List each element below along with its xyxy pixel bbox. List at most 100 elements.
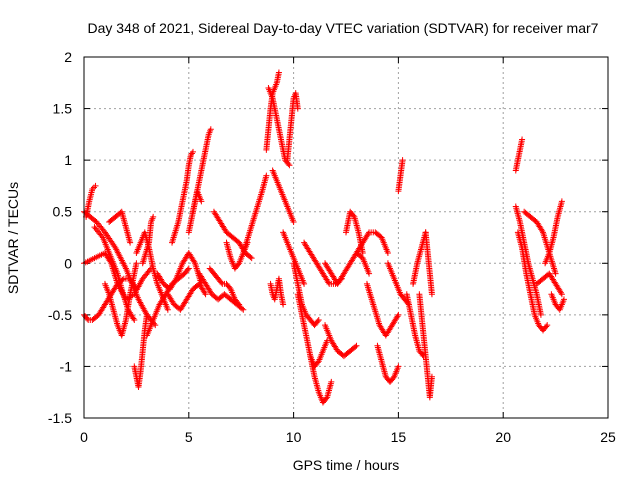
data-point xyxy=(172,277,179,284)
series-arc-27 xyxy=(280,229,308,287)
data-point xyxy=(314,318,321,325)
x-tick-label: 5 xyxy=(185,429,193,445)
series-arc-33 xyxy=(322,249,373,287)
data-point xyxy=(131,317,138,324)
series-arc-48 xyxy=(533,270,565,298)
data-point xyxy=(558,198,565,205)
data-point xyxy=(226,284,233,291)
x-tick-label: 0 xyxy=(80,429,88,445)
series-arc-14 xyxy=(169,148,196,246)
series-arc-21 xyxy=(240,172,270,256)
data-point xyxy=(390,375,397,382)
y-tick-label: 0.5 xyxy=(53,204,73,220)
data-point xyxy=(185,265,192,272)
y-tick-label: -1 xyxy=(60,358,73,374)
data-point xyxy=(275,69,282,76)
series-arc-42 xyxy=(416,291,435,401)
data-point xyxy=(353,342,360,349)
data-point xyxy=(133,260,140,267)
data-point xyxy=(301,280,308,287)
data-point xyxy=(184,266,191,273)
data-point xyxy=(328,378,335,385)
series-arc-03 xyxy=(83,182,99,220)
series-arc-12 xyxy=(154,249,205,293)
data-point xyxy=(428,291,435,298)
plot-border xyxy=(83,56,609,419)
data-point xyxy=(263,172,270,179)
series-arc-43 xyxy=(422,229,435,298)
data-point xyxy=(207,126,214,133)
series-arc-47 xyxy=(521,208,559,277)
axis-ticks: 0 5 10 15 20 25 -1.5 -1 -0.5 0 0.5 1 1.5 2 xyxy=(48,49,616,445)
data-point xyxy=(202,291,209,298)
y-tick-label: 2 xyxy=(64,49,72,65)
data-point xyxy=(248,255,255,262)
data-point xyxy=(325,279,332,286)
data-point xyxy=(560,296,567,303)
series-arc-24 xyxy=(269,167,297,226)
data-point xyxy=(350,212,357,219)
data-point xyxy=(100,227,107,234)
x-axis-label: GPS time / hours xyxy=(293,457,400,473)
x-tick-label: 25 xyxy=(600,429,616,445)
x-tick-label: 20 xyxy=(495,429,511,445)
series-arc-44 xyxy=(512,136,526,174)
data-point xyxy=(366,270,373,277)
data-point xyxy=(98,233,105,240)
y-tick-label: -1.5 xyxy=(48,410,72,426)
data-point xyxy=(240,306,247,313)
data-point xyxy=(314,359,321,366)
data-point xyxy=(236,301,243,308)
series-arc-18 xyxy=(206,265,243,308)
series-arc-26 xyxy=(267,275,287,308)
data-point xyxy=(247,254,254,261)
data-point xyxy=(395,311,402,318)
data-point xyxy=(143,311,150,318)
data-point xyxy=(315,317,322,324)
series-arc-50 xyxy=(548,291,567,313)
data-point xyxy=(218,279,225,286)
data-point xyxy=(189,148,196,155)
data-point xyxy=(365,230,372,237)
data-point xyxy=(92,182,99,189)
chart-title: Day 348 of 2021, Sidereal Day-to-day VTE… xyxy=(88,20,599,36)
data-point xyxy=(544,322,551,329)
data-point xyxy=(539,227,546,234)
data-point xyxy=(198,198,205,205)
data-point xyxy=(323,395,330,402)
series-arc-35 xyxy=(353,229,391,256)
data-point xyxy=(428,373,435,380)
data-point xyxy=(127,239,134,246)
y-tick-label: -0.5 xyxy=(48,307,72,323)
series-arc-07 xyxy=(106,208,134,246)
data-point xyxy=(384,249,391,256)
data-point xyxy=(395,363,402,370)
series-arc-32 xyxy=(322,322,360,360)
series-arc-31 xyxy=(301,239,345,287)
data-point xyxy=(394,313,401,320)
series-arc-06 xyxy=(101,260,140,339)
x-tick-label: 10 xyxy=(286,429,302,445)
data-point xyxy=(294,105,301,112)
x-tick-label: 15 xyxy=(391,429,407,445)
data-point xyxy=(557,289,564,296)
data-point xyxy=(543,323,550,330)
data-point xyxy=(239,305,246,312)
series-arc-36 xyxy=(363,280,402,339)
data-point xyxy=(286,162,293,169)
series-arc-46 xyxy=(514,229,551,334)
series-arc-49 xyxy=(542,198,565,267)
data-points xyxy=(81,69,567,406)
data-point xyxy=(519,136,526,143)
data-point xyxy=(201,289,208,296)
series-arc-40 xyxy=(403,291,427,360)
data-point xyxy=(235,300,242,307)
data-point xyxy=(558,291,565,298)
data-point xyxy=(537,311,544,318)
data-point xyxy=(280,301,287,308)
series-arc-17 xyxy=(196,270,247,313)
y-axis-label: SDTVAR / TECUs xyxy=(5,182,21,294)
series-arc-30 xyxy=(307,353,335,406)
series-arc-25 xyxy=(284,90,301,164)
